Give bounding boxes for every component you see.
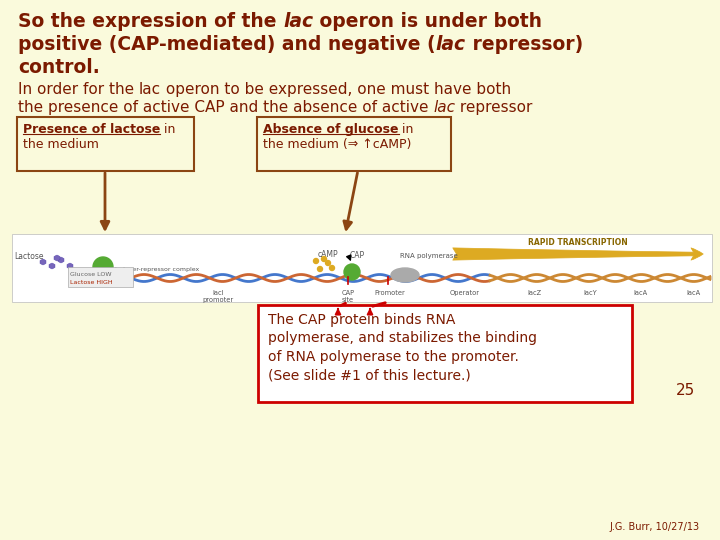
Text: J.G. Burr, 10/27/13: J.G. Burr, 10/27/13 xyxy=(610,522,700,532)
Text: lacA: lacA xyxy=(686,290,700,296)
Circle shape xyxy=(93,257,113,277)
FancyBboxPatch shape xyxy=(257,117,451,171)
Text: Inducer-repressor complex: Inducer-repressor complex xyxy=(115,267,199,273)
Text: In order for the: In order for the xyxy=(18,82,139,97)
Bar xyxy=(68,267,133,287)
Polygon shape xyxy=(40,259,46,265)
Polygon shape xyxy=(49,263,55,269)
Polygon shape xyxy=(54,255,60,261)
Polygon shape xyxy=(67,263,73,269)
Circle shape xyxy=(344,264,360,280)
Text: RAPID TRANSCRIPTION: RAPID TRANSCRIPTION xyxy=(528,238,628,247)
Text: control.: control. xyxy=(18,58,100,77)
FancyBboxPatch shape xyxy=(258,305,632,402)
Text: repressor: repressor xyxy=(455,100,533,115)
Text: Glucose LOW: Glucose LOW xyxy=(70,273,112,278)
FancyBboxPatch shape xyxy=(17,117,194,171)
Text: cAMP: cAMP xyxy=(318,250,338,259)
Polygon shape xyxy=(58,257,64,263)
Text: Lactose HIGH: Lactose HIGH xyxy=(70,280,112,286)
Text: The CAP protein binds RNA
polymerase, and stabilizes the binding
of RNA polymera: The CAP protein binds RNA polymerase, an… xyxy=(268,313,537,382)
Circle shape xyxy=(322,256,326,261)
Circle shape xyxy=(330,266,335,271)
Text: Absence of glucose: Absence of glucose xyxy=(263,123,398,136)
Bar xyxy=(12,234,712,302)
Circle shape xyxy=(325,260,330,266)
Text: lacA: lacA xyxy=(633,290,647,296)
Circle shape xyxy=(313,259,318,264)
Text: in: in xyxy=(398,123,414,136)
Text: operon is under both: operon is under both xyxy=(313,12,542,31)
Circle shape xyxy=(318,267,323,272)
Text: Operator: Operator xyxy=(450,290,480,296)
Text: Lactose: Lactose xyxy=(14,252,43,261)
Text: CAP
site: CAP site xyxy=(341,290,354,303)
Text: Presence of lactose: Presence of lactose xyxy=(23,123,161,136)
Text: the medium (⇒ ↑cAMP): the medium (⇒ ↑cAMP) xyxy=(263,138,411,151)
Text: lacY: lacY xyxy=(583,290,597,296)
Text: the presence of active CAP and the absence of active: the presence of active CAP and the absen… xyxy=(18,100,433,115)
Text: lac: lac xyxy=(139,82,161,97)
Text: repressor): repressor) xyxy=(466,35,583,54)
Text: positive (CAP-mediated) and negative (: positive (CAP-mediated) and negative ( xyxy=(18,35,436,54)
Text: CAP: CAP xyxy=(350,251,365,260)
Text: lac: lac xyxy=(433,100,455,115)
Text: the medium: the medium xyxy=(23,138,99,151)
Text: RNA polymerase: RNA polymerase xyxy=(400,253,458,259)
Text: lacI
promoter: lacI promoter xyxy=(202,290,233,303)
Text: So the expression of the: So the expression of the xyxy=(18,12,283,31)
Text: in: in xyxy=(161,123,176,136)
Text: lacZ: lacZ xyxy=(527,290,541,296)
Text: lac: lac xyxy=(436,35,466,54)
Ellipse shape xyxy=(391,268,419,282)
Text: operon to be expressed, one must have both: operon to be expressed, one must have bo… xyxy=(161,82,511,97)
Text: Promoter: Promoter xyxy=(374,290,405,296)
Text: lac: lac xyxy=(283,12,313,31)
Text: 25: 25 xyxy=(676,383,695,398)
